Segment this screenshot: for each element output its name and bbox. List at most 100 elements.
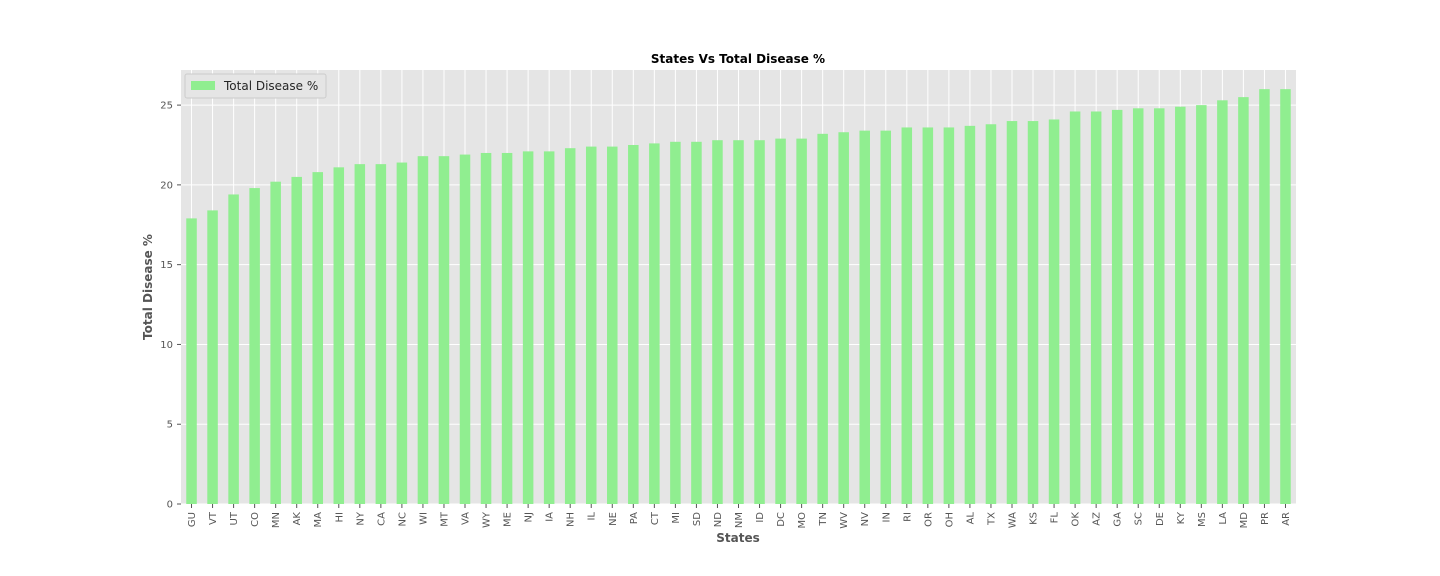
bar-mo	[796, 138, 807, 504]
bar-co	[249, 188, 260, 504]
bar-ms	[1196, 105, 1207, 505]
x-tick-label-ri: RI	[902, 512, 913, 522]
bar-wi	[417, 156, 429, 505]
x-tick-label-sd: SD	[692, 512, 703, 526]
legend-swatch	[191, 81, 215, 90]
x-tick-label-ma: MA	[313, 512, 324, 528]
x-tick-label-ky: KY	[1176, 511, 1187, 524]
bar-gu	[186, 218, 197, 504]
y-tick-label: 5	[167, 420, 173, 431]
x-tick-label-wa: WA	[1007, 512, 1018, 528]
x-tick-label-fl: FL	[1050, 512, 1061, 524]
bar-tx	[985, 124, 997, 504]
x-tick-label-az: AZ	[1092, 512, 1103, 526]
bar-nv	[859, 130, 870, 504]
x-tick-label-id: ID	[755, 512, 766, 523]
bar-ga	[1111, 109, 1123, 504]
bar-al	[964, 125, 976, 505]
x-tick-label-hi: HI	[334, 512, 345, 522]
bar-hi	[333, 167, 345, 505]
x-tick-label-md: MD	[1239, 512, 1250, 529]
x-tick-label-co: CO	[250, 512, 261, 527]
x-tick-label-mo: MO	[797, 512, 808, 529]
legend-entry-total-disease: Total Disease %	[223, 79, 318, 93]
x-tick-label-il: IL	[587, 512, 598, 521]
x-tick-label-or: OR	[923, 512, 934, 527]
bar-vt	[207, 210, 218, 505]
x-tick-label-mn: MN	[271, 512, 282, 528]
x-tick-label-oh: OH	[944, 512, 955, 527]
x-tick-label-dc: DC	[776, 512, 787, 527]
x-tick-label-pa: PA	[629, 512, 640, 524]
bar-mn	[270, 181, 281, 505]
bar-ak	[291, 176, 302, 504]
y-axis-label: Total Disease %	[141, 234, 155, 340]
x-tick-label-ut: UT	[229, 511, 240, 525]
x-tick-label-al: AL	[965, 512, 976, 525]
bar-mi	[670, 141, 681, 505]
x-tick-label-nm: NM	[734, 512, 745, 528]
bar-nh	[564, 148, 576, 504]
bar-wa	[1006, 121, 1018, 504]
x-tick-label-tx: TX	[986, 512, 997, 526]
bar-va	[459, 154, 471, 505]
bar-pa	[628, 144, 639, 504]
bar-oh	[943, 127, 955, 505]
y-tick-label: 10	[160, 340, 173, 351]
bar-fl	[1048, 119, 1060, 505]
x-tick-label-ct: CT	[650, 511, 661, 525]
bar-ut	[228, 194, 239, 505]
x-tick-label-ny: NY	[355, 511, 366, 525]
legend: Total Disease %	[184, 73, 327, 99]
bar-az	[1090, 111, 1102, 504]
x-tick-label-ga: GA	[1113, 512, 1124, 527]
x-tick-label-nc: NC	[397, 512, 408, 526]
x-tick-label-mt: MT	[439, 511, 450, 527]
bar-pr	[1259, 89, 1270, 504]
y-tick-label: 25	[160, 101, 173, 112]
x-tick-label-vt: VT	[208, 511, 219, 525]
x-tick-label-ms: MS	[1197, 512, 1208, 527]
bar-in	[880, 130, 892, 504]
y-tick-label: 0	[167, 500, 173, 511]
x-tick-label-sc: SC	[1134, 512, 1145, 525]
bar-ia	[543, 151, 555, 504]
bar-ks	[1027, 121, 1039, 504]
x-tick-label-ia: IA	[545, 512, 556, 522]
bar-or	[922, 127, 934, 505]
bar-tn	[817, 133, 828, 504]
x-tick-label-ar: AR	[1281, 512, 1292, 526]
x-tick-label-la: LA	[1218, 512, 1229, 525]
bar-ar	[1280, 89, 1291, 504]
chart-title: States Vs Total Disease %	[651, 52, 825, 66]
bar-ky	[1175, 106, 1186, 504]
x-tick-label-me: ME	[503, 512, 514, 527]
x-tick-label-in: IN	[881, 512, 892, 522]
x-tick-label-nv: NV	[860, 512, 871, 526]
bar-nj	[522, 151, 534, 504]
x-axis-label: States	[716, 531, 760, 545]
bar-ct	[649, 143, 660, 504]
x-tick-label-tn: TN	[818, 512, 829, 527]
bars-layer	[186, 89, 1291, 505]
bar-ok	[1069, 111, 1081, 504]
y-tick-label: 20	[160, 180, 173, 191]
bar-nm	[733, 140, 744, 505]
x-tick-label-ne: NE	[608, 512, 619, 526]
x-tick-label-ks: KS	[1029, 512, 1040, 525]
x-tick-label-wy: WY	[482, 511, 493, 528]
x-tick-label-wv: WV	[839, 512, 850, 529]
bar-id	[754, 140, 765, 505]
x-tick-label-de: DE	[1155, 512, 1166, 526]
x-tick-label-wi: WI	[418, 512, 429, 525]
bar-dc	[775, 138, 786, 504]
bar-il	[585, 146, 597, 504]
x-tick-label-va: VA	[461, 512, 472, 525]
y-ticks-layer: 0 5 10 15 20 25	[160, 101, 181, 511]
bar-nd	[712, 140, 723, 505]
bar-nc	[396, 162, 408, 504]
bar-md	[1238, 97, 1249, 504]
bar-wy	[480, 152, 492, 504]
x-tick-label-mi: MI	[671, 512, 682, 524]
bar-la	[1217, 100, 1228, 505]
